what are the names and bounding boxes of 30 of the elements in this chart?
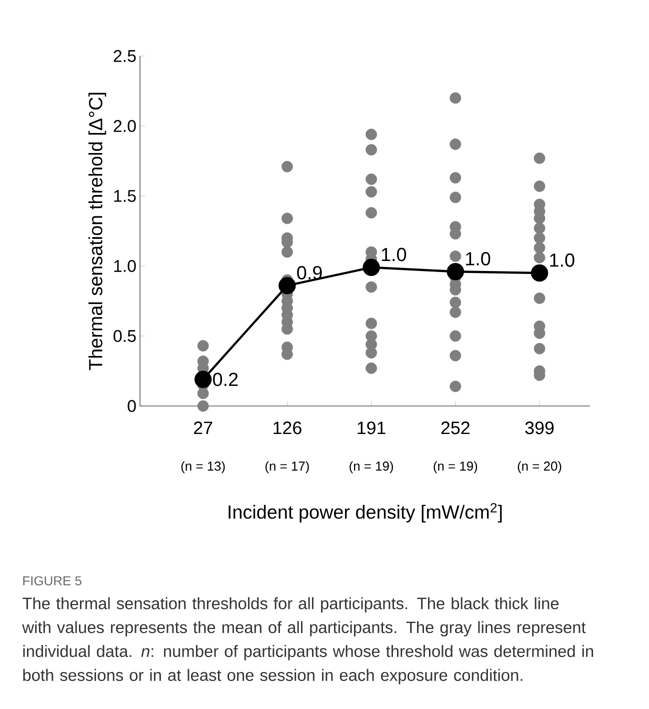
point [446,263,464,280]
y-tick-label: 0 [128,400,136,412]
x-tick-label: 191 [358,422,386,434]
y-tick-label: 2.0 [114,120,136,132]
x-tick-label: 126 [274,422,302,434]
data-label: 1.0 [466,252,490,266]
y-tick-label: 0.5 [114,330,136,342]
data-label: 0.2 [213,372,238,386]
y-axis-title: Thermal sensation threhold [Δ°C] [88,92,106,370]
x-tick-label: 252 [441,422,470,434]
y-tick-label: 1.5 [114,190,136,202]
text: FIGURE 5 [23,576,82,586]
text: (n = 19) [350,461,393,474]
y-tick-label: 2.5 [114,50,136,62]
point [530,264,548,282]
text: (n = 13) [181,461,225,474]
x-tick-label: 399 [525,422,554,434]
x-tick-label: 27 [194,422,212,434]
data-label: 1.0 [382,248,406,262]
text: (n = 19) [434,461,478,474]
point [194,370,212,388]
point [278,277,296,294]
text: The thermal sensation thresholds for all participants. The black thick line with values represents the mean of all participants. The gray lines represent individual data. n: number of participants whose threshold was determined in both sessions or in at least one session in each exposure condition. [22,597,594,684]
x-axis-title: Incident power density [mW/cm$^{2}$] [228,503,502,522]
point [362,258,380,276]
data-label: 1.0 [550,253,574,267]
y-tick-label: 1.0 [114,260,136,272]
text: (n = 17) [265,461,309,474]
data-label: 0.9 [297,266,322,280]
text: (n = 20) [518,461,562,474]
